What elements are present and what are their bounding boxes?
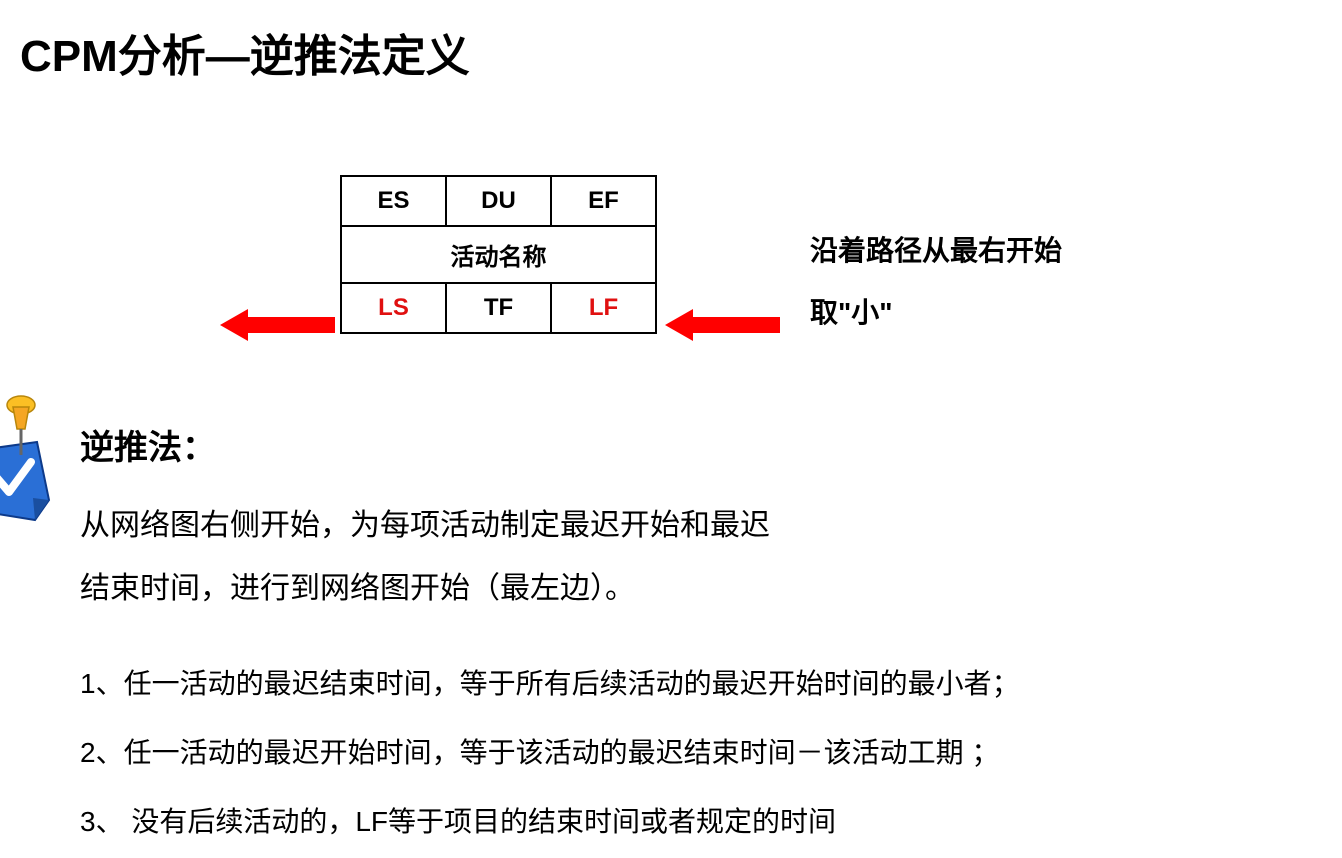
cell-es: ES bbox=[341, 176, 446, 226]
activity-node-table: ES DU EF 活动名称 LS TF LF bbox=[340, 175, 657, 334]
thumbtack-sticker-icon bbox=[0, 395, 55, 505]
rule-item: 2、任一活动的最迟开始时间，等于该活动的最迟结束时间－该活动工期 ； bbox=[80, 719, 1280, 786]
side-note-line1: 沿着路径从最右开始 bbox=[810, 220, 1062, 282]
cell-ef: EF bbox=[551, 176, 656, 226]
table-row: 活动名称 bbox=[341, 226, 656, 283]
table-row: LS TF LF bbox=[341, 283, 656, 333]
arrow-left-out bbox=[220, 305, 335, 345]
content-area: 逆推法： 从网络图右侧开始，为每项活动制定最迟开始和最迟 结束时间，进行到网络图… bbox=[80, 420, 1280, 858]
cell-activity-name: 活动名称 bbox=[341, 226, 656, 283]
rule-item: 1、任一活动的最迟结束时间，等于所有后续活动的最迟开始时间的最小者； bbox=[80, 650, 1280, 717]
section-subtitle: 逆推法： bbox=[80, 420, 1280, 469]
rule-item: 3、 没有后续活动的，LF等于项目的结束时间或者规定的时间 bbox=[80, 788, 1280, 855]
page-title: CPM分析—逆推法定义 bbox=[20, 20, 470, 84]
arrow-icon bbox=[665, 305, 780, 345]
section-description: 从网络图右侧开始，为每项活动制定最迟开始和最迟 结束时间，进行到网络图开始（最左… bbox=[80, 494, 1280, 620]
desc-line: 从网络图右侧开始，为每项活动制定最迟开始和最迟 bbox=[80, 494, 1280, 557]
table-row: ES DU EF bbox=[341, 176, 656, 226]
cell-du: DU bbox=[446, 176, 551, 226]
desc-line: 结束时间，进行到网络图开始（最左边）。 bbox=[80, 557, 1280, 620]
cell-ls: LS bbox=[341, 283, 446, 333]
rules-list: 1、任一活动的最迟结束时间，等于所有后续活动的最迟开始时间的最小者； 2、任一活… bbox=[80, 650, 1280, 856]
side-note-line2: 取"小" bbox=[810, 282, 1062, 344]
arrow-icon bbox=[220, 305, 335, 345]
side-note: 沿着路径从最右开始 取"小" bbox=[810, 220, 1062, 343]
cell-lf: LF bbox=[551, 283, 656, 333]
cell-tf: TF bbox=[446, 283, 551, 333]
arrow-right-in bbox=[665, 305, 780, 345]
diagram-area: ES DU EF 活动名称 LS TF LF 沿着路径从最右开始 取"小" bbox=[220, 170, 1120, 370]
